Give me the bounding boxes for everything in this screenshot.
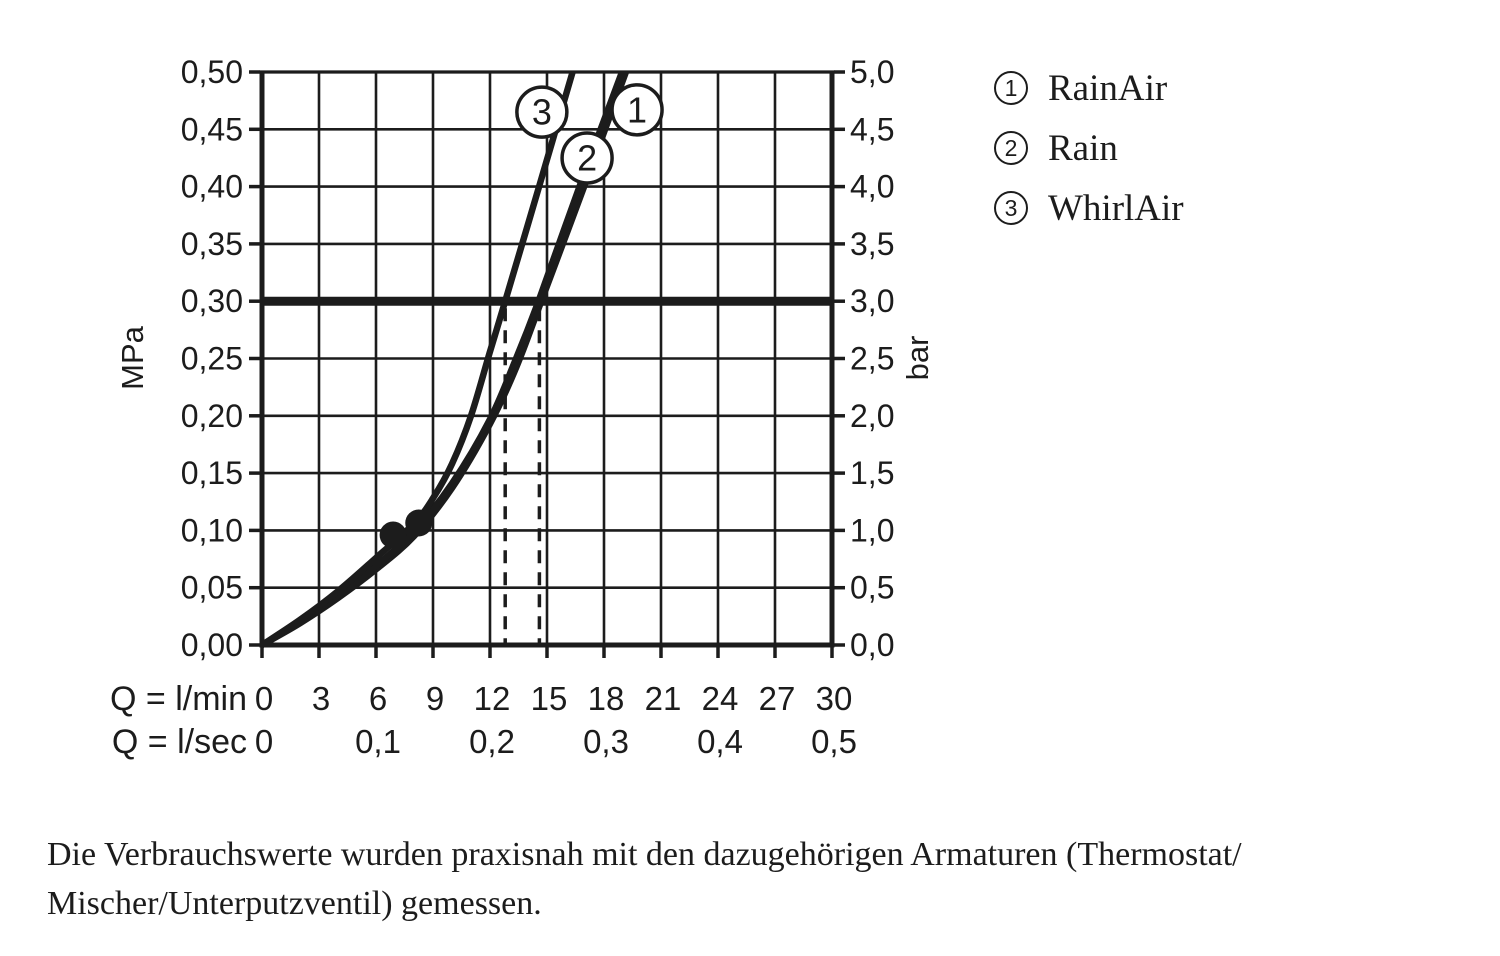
x-axis-lsec-tick-label: 0,3 (583, 723, 629, 760)
x-axis-lmin-tick-label: 12 (474, 680, 511, 717)
x-axis-lmin-tick-label: 18 (588, 680, 625, 717)
legend: 1 RainAir 2 Rain 3 WhirlAir (994, 58, 1184, 238)
legend-label-rainair: RainAir (1048, 67, 1168, 109)
right-axis-tick-label: 1,5 (850, 455, 894, 491)
x-axis-lmin-tick-label: 15 (531, 680, 568, 717)
x-axis-lsec-tick-label: 0,5 (811, 723, 857, 760)
x-axis-lsec-tick-label: 0,2 (469, 723, 515, 760)
footnote: Die Verbrauchswerte wurden praxisnah mit… (47, 830, 1447, 928)
right-axis-unit-label: bar (900, 336, 935, 381)
legend-item-whirlair: 3 WhirlAir (994, 178, 1184, 238)
legend-item-rain: 2 Rain (994, 118, 1184, 178)
right-axis-tick-label: 2,0 (850, 398, 894, 434)
left-axis-tick-label: 0,30 (181, 283, 243, 319)
left-axis-tick-label: 0,40 (181, 169, 243, 205)
legend-number-1-icon: 1 (994, 71, 1028, 105)
curves-group (260, 70, 629, 648)
x-axis-lmin-tick-label: 30 (816, 680, 853, 717)
left-axis-tick-label: 0,25 (181, 341, 243, 377)
x-axis-lsec-tick-label: 0,4 (697, 723, 743, 760)
x-axis-lmin-tick-label: 21 (645, 680, 682, 717)
right-axis-tick-label: 4,0 (850, 169, 894, 205)
right-axis-tick-label: 0,0 (850, 627, 894, 663)
curve-label-number-1: 1 (627, 89, 647, 130)
operating-point-dot (405, 509, 433, 537)
legend-number-3-icon: 3 (994, 191, 1028, 225)
right-axis-tick-label: 0,5 (850, 570, 894, 606)
x-axis-lmin-label: Q = l/min (110, 680, 247, 718)
flow-pressure-chart: 3 120,000,050,100,150,200,250,300,350,400… (110, 54, 935, 761)
left-axis-tick-label: 0,20 (181, 398, 243, 434)
footnote-line-2: Mischer/Unterputzventil) gemessen. (47, 885, 542, 922)
right-axis-tick-label: 5,0 (850, 54, 894, 90)
x-axis-lmin-tick-label: 6 (369, 680, 387, 717)
curve-label-circle-3 (515, 85, 569, 139)
x-axis-lsec-label: Q = l/sec (112, 723, 247, 761)
curve-label-circle-2 (560, 131, 614, 185)
x-axis-lmin-tick-label: 0 (255, 680, 273, 717)
left-axis-unit-label: MPa (115, 325, 150, 390)
curve-whirlair (260, 71, 576, 648)
x-axis-lmin-tick-label: 27 (759, 680, 796, 717)
left-axis-tick-label: 0,05 (181, 570, 243, 606)
left-axis-tick-label: 0,35 (181, 226, 243, 262)
x-axis-lmin-tick-label: 3 (312, 680, 330, 717)
legend-label-rain: Rain (1048, 127, 1118, 169)
right-axis-tick-label: 1,0 (850, 512, 894, 548)
operating-point-dot (379, 521, 407, 549)
left-axis-tick-label: 0,10 (181, 512, 243, 548)
x-axis-lmin-tick-label: 24 (702, 680, 739, 717)
legend-item-rainair: 1 RainAir (994, 58, 1184, 118)
x-axis-lsec-tick-label: 0 (255, 723, 273, 760)
right-axis-tick-label: 2,5 (850, 341, 894, 377)
left-axis-tick-label: 0,15 (181, 455, 243, 491)
left-axis-tick-label: 0,50 (181, 54, 243, 90)
left-axis-tick-label: 0,45 (181, 111, 243, 147)
footnote-line-1: Die Verbrauchswerte wurden praxisnah mit… (47, 836, 1242, 873)
legend-label-whirlair: WhirlAir (1048, 187, 1184, 229)
right-axis-tick-label: 3,5 (850, 226, 894, 262)
right-axis-tick-label: 4,5 (850, 111, 894, 147)
right-axis-tick-label: 3,0 (850, 283, 894, 319)
curve-rain (260, 70, 626, 648)
left-axis-tick-label: 0,00 (181, 627, 243, 663)
x-axis-lmin-tick-label: 9 (426, 680, 444, 717)
curve-label-number-2: 2 (577, 137, 597, 178)
curve-label-number-3: 3 (532, 92, 552, 133)
x-axis-lsec-tick-label: 0,1 (355, 723, 401, 760)
legend-number-2-icon: 2 (994, 131, 1028, 165)
curve-label-circle-1 (610, 83, 664, 137)
